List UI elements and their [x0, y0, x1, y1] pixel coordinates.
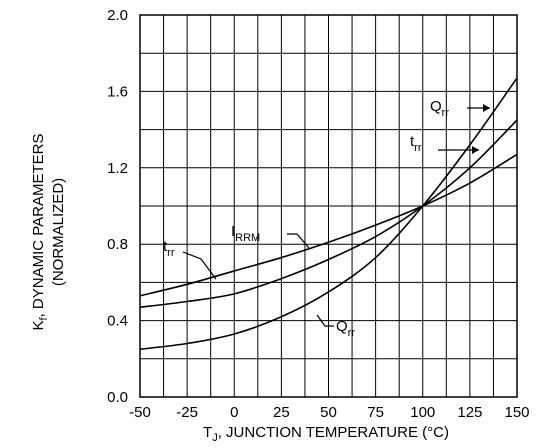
- x-tick-label: 125: [457, 404, 482, 421]
- x-tick-label: 0: [230, 404, 238, 421]
- x-axis-title: TJ, JUNCTION TEMPERATURE (°C): [203, 424, 449, 443]
- x-tick-label: 75: [367, 404, 384, 421]
- svg-text:trr: trr: [163, 238, 175, 259]
- annotation-trr-right: trr: [410, 133, 479, 154]
- grid: [139, 14, 518, 398]
- series-line-qrr: [139, 77, 518, 351]
- y-tick-label: 1.2: [107, 160, 128, 177]
- annotation-trr-left: trr: [163, 238, 217, 280]
- series-line-trr: [139, 119, 518, 309]
- svg-text:IRRM: IRRM: [231, 223, 260, 244]
- y-tick-label: 0.0: [107, 389, 128, 406]
- y-axis-title-line1: Kf, DYNAMIC PARAMETERS: [30, 134, 50, 331]
- series-lines: [139, 77, 518, 351]
- y-tick-label: 1.6: [107, 83, 128, 100]
- y-tick-labels: 0.0 0.4 0.8 1.2 1.6 2.0: [107, 7, 128, 406]
- annotation-qrr-bottom: Qrr: [316, 314, 355, 339]
- x-tick-label: -50: [129, 404, 151, 421]
- x-tick-label: 150: [504, 404, 529, 421]
- svg-text:Qrr: Qrr: [430, 98, 449, 119]
- x-tick-label: -25: [176, 404, 198, 421]
- y-axis-title-line2: (NORMALIZED): [50, 178, 67, 286]
- y-tick-label: 0.8: [107, 236, 128, 253]
- svg-text:Qrr: Qrr: [336, 318, 355, 339]
- y-tick-label: 0.4: [107, 313, 128, 330]
- annotation-qrr-top: Qrr: [430, 98, 490, 119]
- x-tick-labels: -50 -25 0 25 50 75 100 125 150: [129, 404, 529, 421]
- series-line-irrm: [139, 153, 518, 297]
- plot-frame: [139, 14, 518, 398]
- annotation-irrm: IRRM: [231, 223, 310, 249]
- x-tick-label: 100: [410, 404, 435, 421]
- y-tick-label: 2.0: [107, 7, 128, 24]
- x-tick-label: 50: [320, 404, 337, 421]
- x-tick-label: 25: [273, 404, 290, 421]
- svg-text:trr: trr: [410, 133, 422, 154]
